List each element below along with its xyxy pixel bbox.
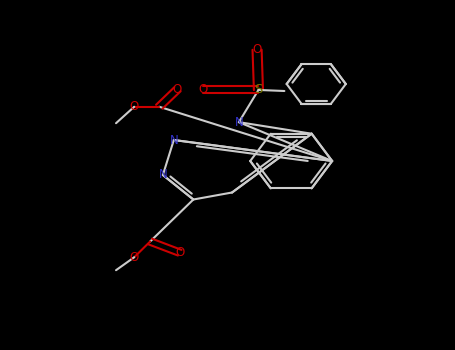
- Text: S: S: [254, 83, 263, 97]
- Text: N: N: [234, 116, 243, 129]
- Text: O: O: [130, 251, 139, 264]
- Text: O: O: [253, 43, 262, 56]
- Text: N: N: [158, 168, 167, 182]
- Text: N: N: [169, 133, 178, 147]
- Text: O: O: [175, 246, 184, 259]
- Text: O: O: [198, 83, 207, 97]
- Text: O: O: [130, 100, 139, 113]
- Text: O: O: [173, 83, 182, 96]
